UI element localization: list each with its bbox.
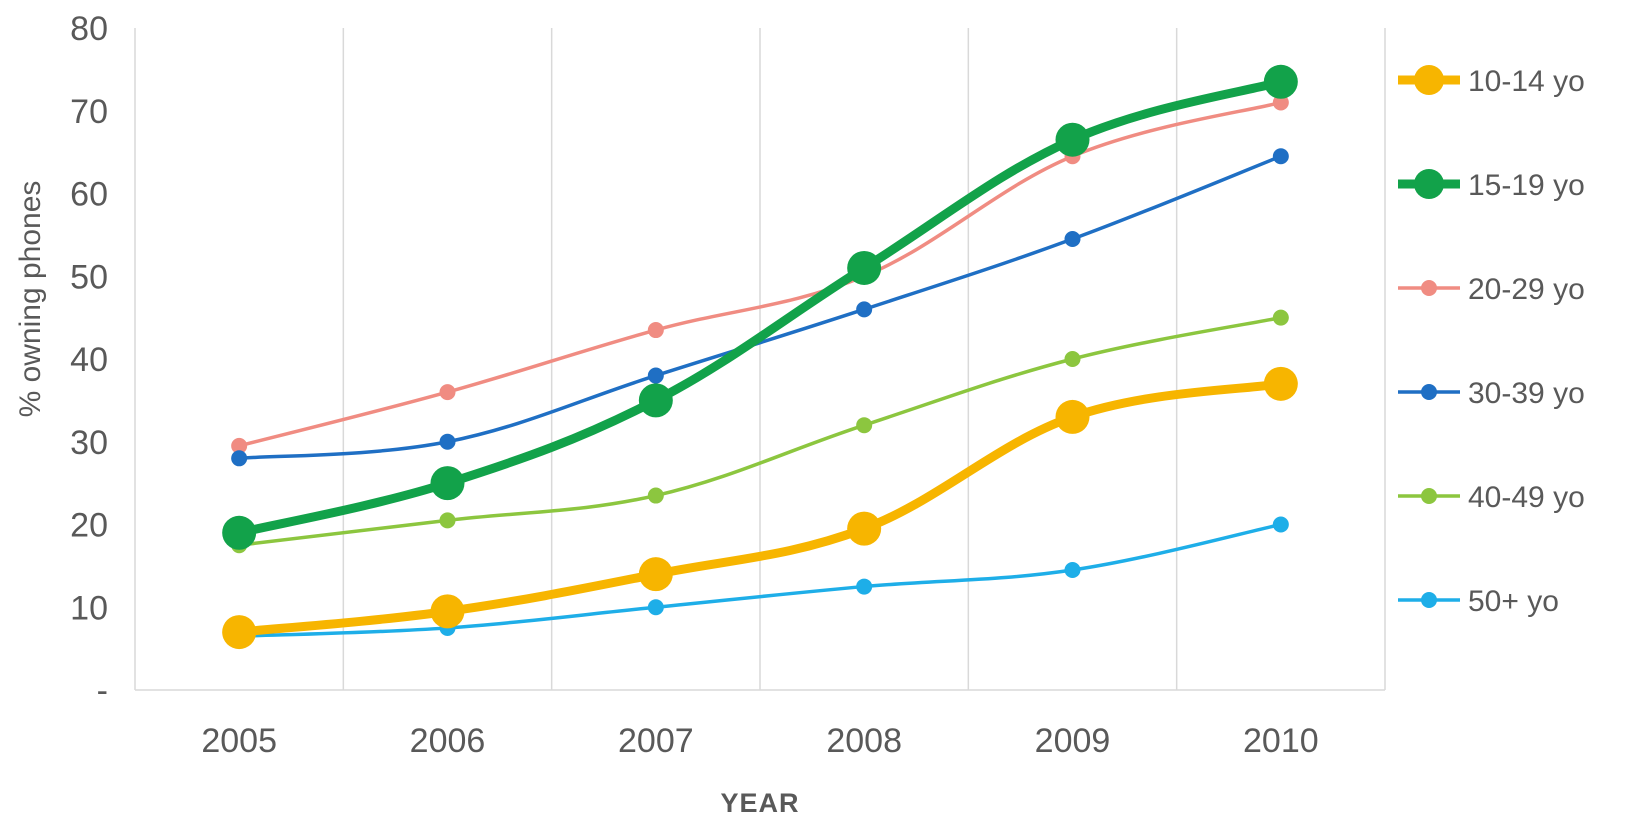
legend-label: 10-14 yo [1468,65,1585,98]
series-50-yo [231,516,1289,645]
data-point [1055,399,1090,434]
y-tick-label: 60 [70,176,108,214]
data-point [847,250,882,285]
data-point [847,511,882,546]
legend-item: 30-39 yo [1398,377,1585,410]
data-point [1064,351,1081,367]
legend-label: 50+ yo [1468,585,1559,618]
series-30-39-yo [231,148,1289,467]
data-point [231,450,248,467]
series-line [234,379,1286,637]
y-tick-label: 20 [70,507,108,545]
legend: 10-14 yo 15-19 yo 20-29 yo 30-39 yo 40-49 yo… [1398,65,1585,618]
axes [134,28,1386,691]
gridlines [342,28,1178,690]
data-point [1064,562,1081,579]
legend-item: 10-14 yo [1398,65,1585,98]
data-point [1263,64,1298,99]
x-axis-title: YEAR [720,788,799,818]
series-line [237,100,1283,448]
legend-marker [1421,488,1437,504]
series-line [237,315,1283,547]
x-tick-label: 2006 [410,722,486,760]
legend-marker [1421,384,1437,400]
data-point [638,383,673,418]
data-point [1263,366,1298,401]
data-point [222,515,257,550]
x-tick-label: 2005 [201,722,277,760]
y-axis-title: % owning phones [14,181,47,418]
series-10-14-yo [222,366,1298,650]
data-point [1272,148,1289,165]
data-point [638,557,673,592]
legend-label: 20-29 yo [1468,273,1585,306]
data-point [856,578,873,595]
y-tick-label: 40 [70,341,108,379]
data-point [231,437,248,454]
series-line [237,522,1283,638]
data-point [222,615,257,650]
data-point [647,599,664,616]
series-lines [222,64,1298,650]
data-point [647,487,664,504]
legend-marker [1421,280,1437,296]
data-point [430,594,465,629]
series-line [234,77,1286,538]
legend-item: 50+ yo [1398,585,1559,618]
legend-label: 40-49 yo [1468,481,1585,514]
series-20-29-yo [231,94,1289,454]
legend-item: 40-49 yo [1398,481,1585,514]
data-point [647,322,664,339]
data-point [1064,231,1081,248]
y-tick-label: 50 [70,258,108,296]
x-tick-label: 2007 [618,722,694,760]
legend-item: 20-29 yo [1398,273,1585,306]
x-tick-labels: 2005 2006 2007 2008 2009 2010 [201,722,1318,760]
legend-marker [1414,65,1444,95]
data-point [1272,309,1289,326]
legend-item: 15-19 yo [1398,169,1585,202]
x-tick-label: 2009 [1035,722,1111,760]
legend-marker [1414,169,1444,199]
x-tick-label: 2010 [1243,722,1319,760]
data-point [439,433,456,450]
data-point [856,417,873,434]
y-tick-label: 80 [70,10,108,48]
data-point [430,466,465,501]
data-point [1272,94,1289,111]
data-point [439,512,456,529]
data-point [1055,122,1090,157]
y-tick-labels: - 10 20 30 40 50 60 70 80 [70,10,108,710]
y-tick-label: 70 [70,93,108,131]
data-point [856,301,873,318]
y-tick-label: - [97,672,108,710]
data-point [439,384,456,401]
legend-label: 30-39 yo [1468,377,1585,410]
data-point [647,367,664,384]
series-line [237,154,1283,461]
legend-marker [1421,592,1437,608]
data-point [1272,516,1289,533]
y-tick-label: 10 [70,589,108,627]
y-tick-label: 30 [70,424,108,462]
legend-label: 15-19 yo [1468,169,1585,202]
series-15-19-yo [222,64,1298,550]
x-tick-label: 2008 [826,722,902,760]
